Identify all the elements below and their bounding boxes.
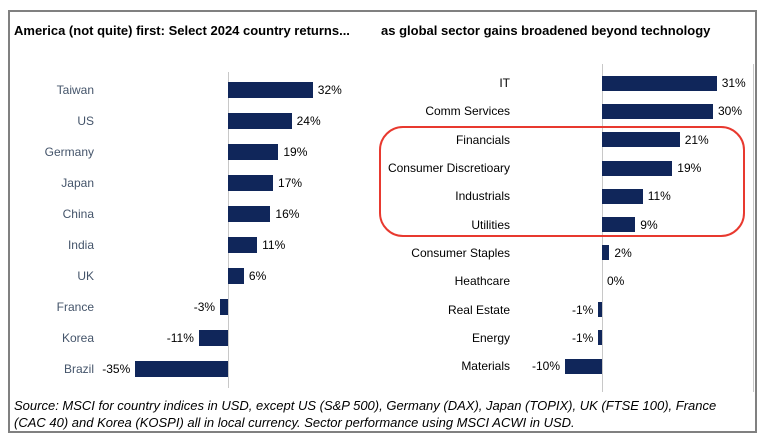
category-label: Energy xyxy=(471,330,510,345)
highlight-box xyxy=(379,126,745,237)
category-label: India xyxy=(67,237,94,252)
bar xyxy=(228,267,244,284)
category-label: IT xyxy=(499,76,510,91)
value-label: 19% xyxy=(283,144,308,159)
chart-row: India 11% xyxy=(14,229,364,260)
value-label: -10% xyxy=(531,359,560,374)
value-label: 16% xyxy=(275,206,300,221)
category-label: UK xyxy=(77,268,94,283)
chart-row: Industrials 11% xyxy=(385,182,755,210)
bar xyxy=(602,75,717,91)
source-note-line-1: Source: MSCI for country indices in USD,… xyxy=(14,398,717,413)
bar xyxy=(198,329,228,346)
chart-row: Consumer Staples 2% xyxy=(385,239,755,267)
value-label: 30% xyxy=(718,104,743,119)
category-label: Korea xyxy=(61,330,94,345)
bar xyxy=(598,302,602,318)
country-returns-chart: Taiwan 32% US 24% Germany 19% Japan 17% China 16%… xyxy=(14,74,364,384)
value-label: 19% xyxy=(677,161,702,176)
bar xyxy=(228,112,292,129)
chart-row: Real Estate -1% xyxy=(385,295,755,323)
category-label: China xyxy=(62,206,94,221)
value-label: 24% xyxy=(296,113,321,128)
bar xyxy=(228,81,313,98)
right-chart-right-gridline xyxy=(753,64,754,392)
bar xyxy=(228,236,258,253)
chart-row: UK 6% xyxy=(14,260,364,291)
value-label: 11% xyxy=(647,189,671,204)
chart-row: Comm Services 30% xyxy=(385,97,755,125)
category-label: Consumer Staples xyxy=(411,245,510,260)
category-label: Real Estate xyxy=(447,302,510,317)
bar xyxy=(602,160,673,176)
chart-row: Energy -1% xyxy=(385,324,755,352)
value-label: 0% xyxy=(607,274,625,289)
figure-border xyxy=(8,10,757,433)
chart-row: Financials 21% xyxy=(385,126,755,154)
value-label: -1% xyxy=(571,302,594,317)
category-label: Taiwan xyxy=(56,82,94,97)
category-label: US xyxy=(77,113,94,128)
chart-row: France -3% xyxy=(14,291,364,322)
bar xyxy=(598,330,602,346)
bar xyxy=(228,174,274,191)
value-label: 11% xyxy=(262,237,286,252)
category-label: Germany xyxy=(44,144,94,159)
value-label: 2% xyxy=(614,245,632,260)
chart-row: China 16% xyxy=(14,198,364,229)
source-note-line-2: (CAC 40) and Korea (KOSPI) all in local … xyxy=(14,415,575,430)
chart-row: Materials -10% xyxy=(385,352,755,380)
value-label: 32% xyxy=(317,82,342,97)
bar xyxy=(602,245,610,261)
value-label: 21% xyxy=(684,132,709,147)
bar xyxy=(565,358,602,374)
value-label: -35% xyxy=(102,361,131,376)
bar xyxy=(602,103,713,119)
value-label: -3% xyxy=(193,299,216,314)
right-chart-title: as global sector gains broadened beyond … xyxy=(381,23,711,38)
bar xyxy=(220,298,228,315)
category-label: Utilities xyxy=(471,217,510,232)
chart-row: Germany 19% xyxy=(14,136,364,167)
bar xyxy=(602,188,643,204)
category-label: Financials xyxy=(455,132,510,147)
category-label: Industrials xyxy=(455,189,510,204)
chart-row: US 24% xyxy=(14,105,364,136)
sector-returns-chart: IT 31% Comm Services 30% Financials 21% Consum… xyxy=(385,69,755,381)
category-label: Comm Services xyxy=(425,104,510,119)
value-label: 6% xyxy=(248,268,267,283)
value-label: -1% xyxy=(571,330,594,345)
bar xyxy=(228,143,279,160)
left-chart-title: America (not quite) first: Select 2024 c… xyxy=(14,23,350,38)
value-label: 9% xyxy=(640,217,658,232)
left-chart-zero-axis xyxy=(228,72,229,388)
bar xyxy=(602,132,680,148)
category-label: Materials xyxy=(461,359,510,374)
category-label: Heathcare xyxy=(454,274,510,289)
value-label: 17% xyxy=(278,175,303,190)
category-label: Consumer Discretioary xyxy=(387,161,510,176)
chart-row: Taiwan 32% xyxy=(14,74,364,105)
chart-row: Brazil -35% xyxy=(14,353,364,384)
chart-row: Heathcare 0% xyxy=(385,267,755,295)
category-label: Brazil xyxy=(63,361,94,376)
value-label: -11% xyxy=(166,330,194,345)
bar xyxy=(135,360,228,377)
chart-row: Consumer Discretioary 19% xyxy=(385,154,755,182)
source-note: Source: MSCI for country indices in USD,… xyxy=(14,397,759,431)
category-label: France xyxy=(56,299,94,314)
bar xyxy=(228,205,271,222)
chart-row: IT 31% xyxy=(385,69,755,97)
chart-row: Utilities 9% xyxy=(385,210,755,238)
chart-row: Japan 17% xyxy=(14,167,364,198)
category-label: Japan xyxy=(61,175,94,190)
bar xyxy=(602,217,636,233)
value-label: 31% xyxy=(721,76,746,91)
chart-row: Korea -11% xyxy=(14,322,364,353)
